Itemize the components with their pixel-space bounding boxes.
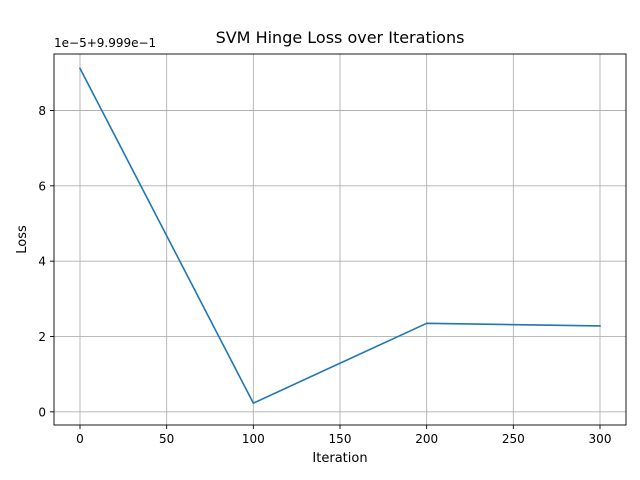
grid [54,54,626,425]
x-tick-label: 200 [415,432,438,446]
y-tick-label: 2 [38,330,46,344]
x-tick-label: 50 [159,432,174,446]
y-tick-label: 4 [38,255,46,269]
x-tick-label: 150 [329,432,352,446]
chart-title: SVM Hinge Loss over Iterations [216,28,465,47]
y-tick-label: 6 [38,179,46,193]
y-tick-label: 8 [38,104,46,118]
x-axis-label: Iteration [312,451,367,466]
series-layer [78,67,601,404]
x-tick-label: 0 [76,432,84,446]
x-tick-label: 250 [502,432,525,446]
axis-ticks: 0 50 100 150 200 250 300 0 2 4 6 8 [38,104,611,446]
y-axis-label: Loss [15,225,30,254]
y-axis-offset-label: 1e−5+9.999e−1 [54,36,156,50]
x-tick-label: 300 [589,432,612,446]
y-tick-label: 0 [38,405,46,419]
loss-line [78,67,601,404]
x-tick-label: 100 [242,432,265,446]
